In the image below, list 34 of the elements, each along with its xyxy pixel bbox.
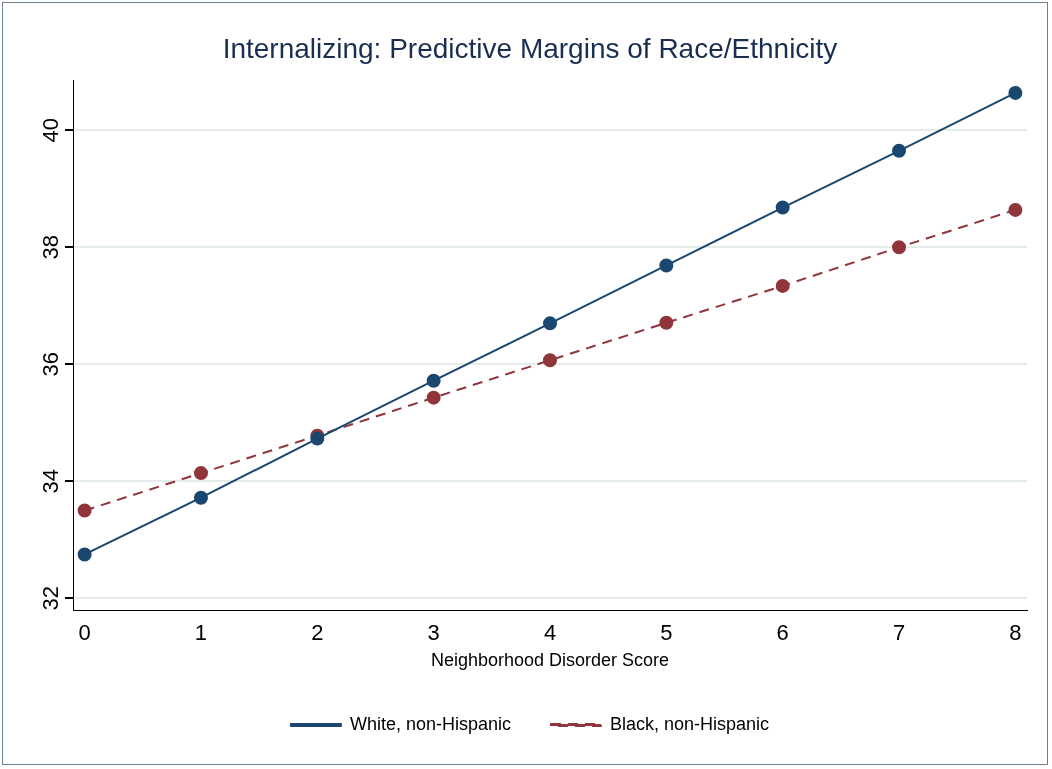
point — [1008, 85, 1023, 100]
point — [1008, 202, 1023, 217]
chart-title: Internalizing: Predictive Margins of Race/Ethnicity — [222, 32, 838, 64]
point — [193, 490, 208, 505]
point — [426, 390, 441, 405]
point — [193, 466, 208, 481]
x-tick-label: 8 — [1009, 620, 1022, 646]
point — [892, 143, 907, 158]
x-tick-label: 2 — [311, 620, 324, 646]
point — [426, 373, 441, 388]
point — [775, 278, 790, 293]
point — [543, 353, 557, 368]
point — [892, 240, 907, 255]
legend-label: Black, non-Hispanic — [610, 713, 770, 734]
point — [659, 258, 674, 273]
y-tick-label: 38 — [38, 235, 64, 260]
point — [77, 503, 92, 518]
x-tick-label: 3 — [427, 620, 440, 646]
point — [543, 316, 557, 331]
x-tick-label: 7 — [892, 620, 906, 646]
point — [775, 200, 790, 215]
y-tick-label: 40 — [38, 118, 64, 143]
x-axis-title: Neighborhood Disorder Score — [430, 650, 670, 671]
x-tick-label: 5 — [660, 620, 673, 646]
x-tick-label: 0 — [78, 620, 91, 646]
x-tick-label: 6 — [776, 620, 789, 646]
x-tick-label: 1 — [194, 620, 208, 646]
legend-label: White, non-Hispanic — [349, 713, 512, 734]
point — [77, 547, 92, 562]
y-tick-label: 36 — [38, 352, 64, 377]
x-tick-label: 4 — [543, 620, 557, 646]
y-tick-label: 32 — [38, 586, 64, 611]
point — [659, 315, 674, 330]
y-tick-label: 34 — [38, 469, 64, 494]
